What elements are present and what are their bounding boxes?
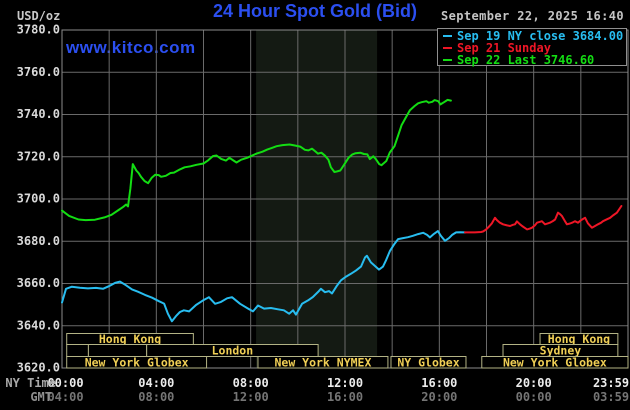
x-axis-gmt-tick-label: 03:59 bbox=[593, 390, 629, 404]
session-box bbox=[146, 344, 319, 357]
x-axis-gmt-tick-label: 00:00 bbox=[516, 390, 552, 404]
x-axis-gmt-tick-label: 20:00 bbox=[421, 390, 457, 404]
x-axis-gmt-tick-label: 08:00 bbox=[138, 390, 174, 404]
x-axis-ny-tick-label: 12:00 bbox=[327, 376, 363, 390]
x-axis-gmt-tick-label: 04:00 bbox=[47, 390, 83, 404]
x-axis-ny-tick-label: 00:00 bbox=[47, 376, 83, 390]
legend-entry-1: Sep 21 Sunday bbox=[443, 42, 626, 54]
legend-entry-2: Sep 22 Last 3746.60 bbox=[443, 54, 626, 66]
series-sep-21-sunday bbox=[464, 205, 623, 234]
session-label: Sydney bbox=[540, 344, 582, 358]
series-sep-22-last bbox=[61, 98, 452, 222]
y-axis-tick-label: 3700.0 bbox=[17, 192, 60, 206]
y-axis-tick-label: 3760.0 bbox=[17, 65, 60, 79]
x-axis-gmt-tick-label: 16:00 bbox=[327, 390, 363, 404]
kitco-watermark: www.kitco.com bbox=[66, 38, 196, 57]
legend-entry-label: Sep 19 NY close 3684.00 bbox=[457, 29, 624, 43]
session-box bbox=[66, 356, 208, 369]
x-axis-ny-tick-label: 08:00 bbox=[233, 376, 269, 390]
y-axis-tick-label: 3780.0 bbox=[17, 23, 60, 37]
y-axis-tick-label: 3660.0 bbox=[17, 276, 60, 290]
legend-box: Sep 19 NY close 3684.00 Sep 21 Sunday Sep … bbox=[437, 28, 627, 66]
legend-dash-icon bbox=[443, 59, 452, 61]
x-axis-ny-tick-label: 16:00 bbox=[421, 376, 457, 390]
x-axis-ny-tick-label: 04:00 bbox=[138, 376, 174, 390]
chart-title: 24 Hour Spot Gold (Bid) bbox=[213, 1, 417, 21]
y-axis-tick-label: 3640.0 bbox=[17, 318, 60, 332]
legend-dash-icon bbox=[443, 47, 452, 49]
session-box bbox=[257, 356, 389, 369]
session-label: New York Globex bbox=[503, 355, 607, 369]
ny-time-axis-caption: NY Time bbox=[5, 376, 56, 390]
y-axis-tick-label: 3720.0 bbox=[17, 149, 60, 163]
legend-entry-label: Sep 22 Last 3746.60 bbox=[457, 53, 595, 67]
chart-datetime: September 22, 2025 16:40 bbox=[441, 9, 624, 23]
session-label: New York Globex bbox=[85, 355, 189, 369]
session-label: London bbox=[212, 344, 254, 358]
y-axis-tick-label: 3620.0 bbox=[17, 361, 60, 375]
y-axis-unit-label: USD/oz bbox=[17, 9, 61, 23]
x-axis-ny-tick-label: 20:00 bbox=[516, 376, 552, 390]
session-label: NY Globex bbox=[397, 355, 459, 369]
session-box bbox=[390, 356, 467, 369]
session-label: New York NYMEX bbox=[274, 355, 371, 369]
session-label: Hong Kong bbox=[548, 332, 610, 346]
gmt-axis-caption: GMT bbox=[30, 390, 52, 404]
series-sep-19-ny-close bbox=[61, 230, 466, 323]
y-axis-tick-label: 3680.0 bbox=[17, 234, 60, 248]
legend-dash-icon bbox=[443, 35, 452, 37]
session-label: Hong Kong bbox=[99, 332, 161, 346]
y-axis-tick-label: 3740.0 bbox=[17, 107, 60, 121]
session-box bbox=[481, 356, 629, 369]
legend-entry-label: Sep 21 Sunday bbox=[457, 41, 551, 55]
legend-entry-0: Sep 19 NY close 3684.00 bbox=[443, 30, 626, 42]
x-axis-ny-tick-label: 23:59 bbox=[593, 376, 629, 390]
x-axis-gmt-tick-label: 12:00 bbox=[233, 390, 269, 404]
